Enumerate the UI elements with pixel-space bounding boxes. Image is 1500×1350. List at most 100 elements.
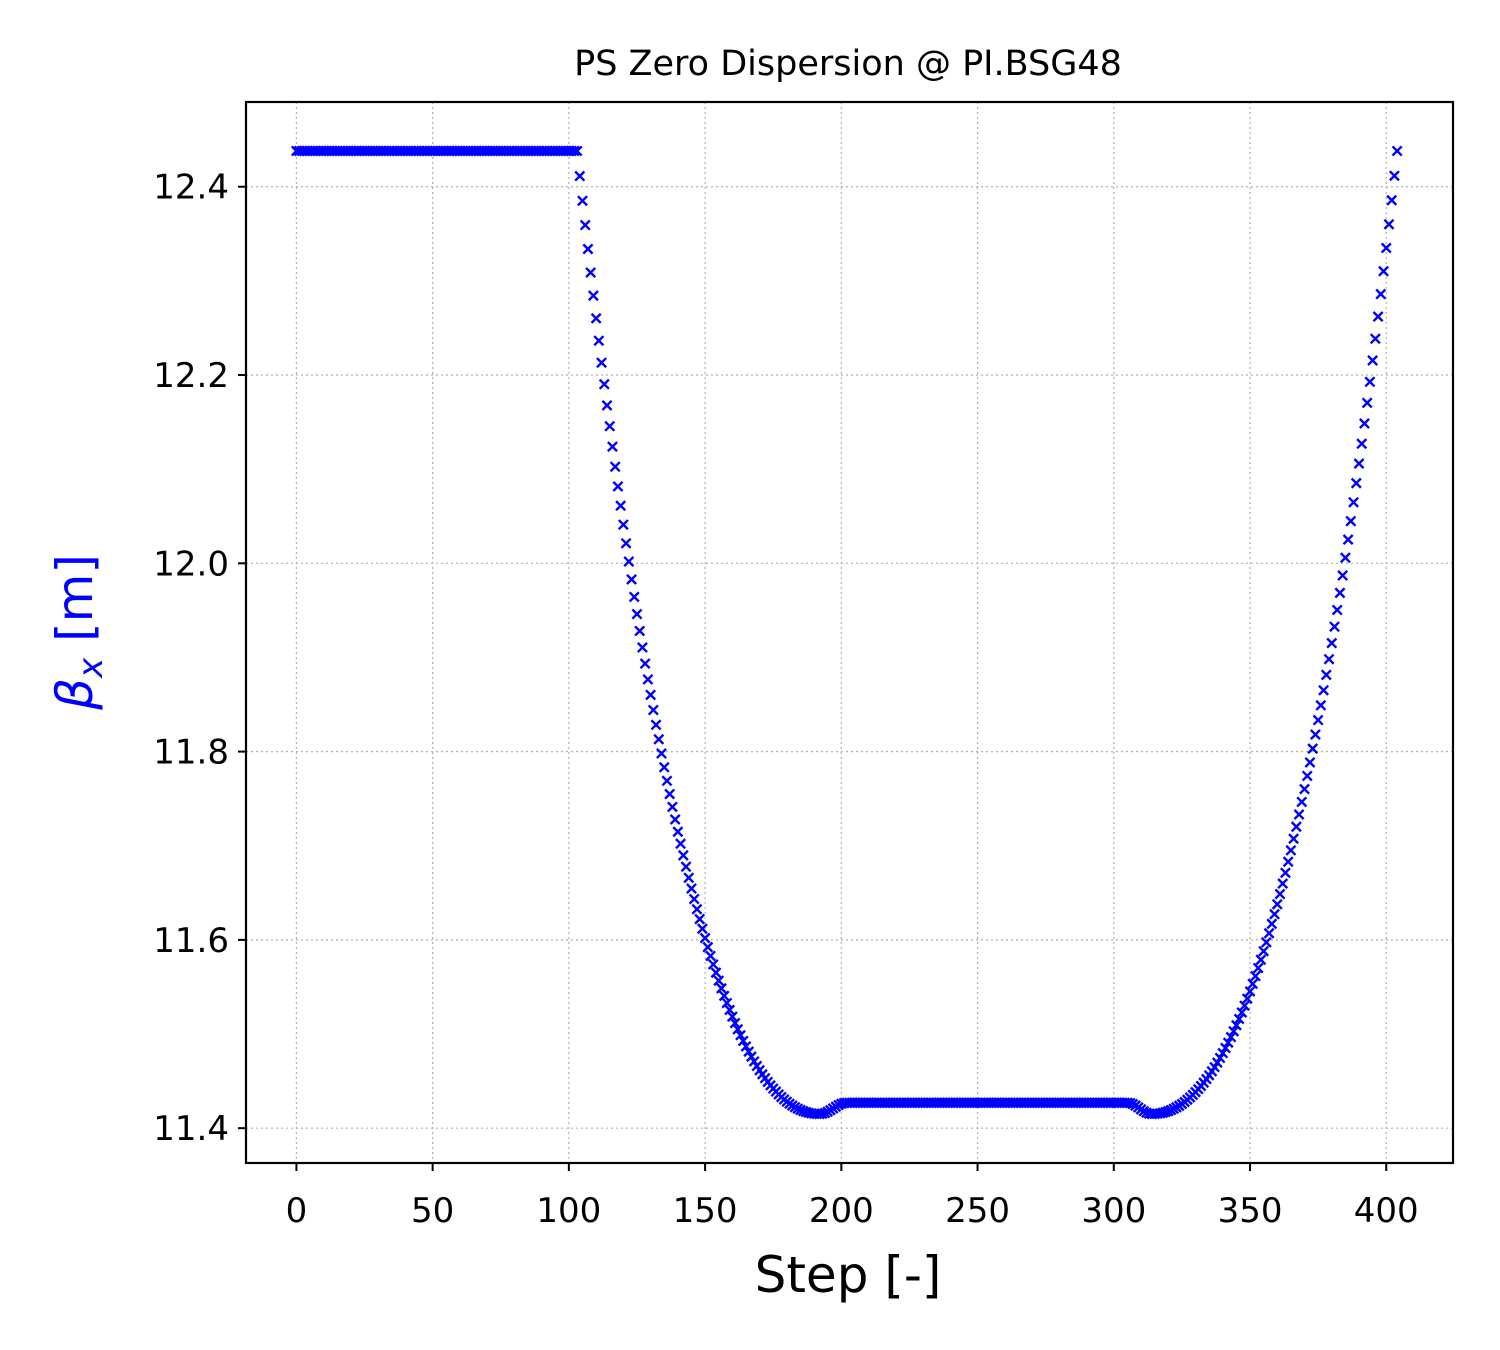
data-point [1339, 552, 1351, 564]
data-point [705, 950, 716, 962]
x-tick-label: 0 [286, 1191, 308, 1231]
data-point [612, 480, 624, 492]
data-point [1367, 355, 1379, 366]
data-point [1301, 770, 1313, 782]
data-point [1230, 1019, 1242, 1031]
data-point [577, 195, 588, 207]
plot-area-frame [244, 100, 1455, 1165]
x-tick-label: 350 [1218, 1191, 1283, 1231]
data-point [677, 849, 689, 861]
data-point [710, 967, 722, 979]
data-point [656, 748, 667, 759]
data-point [631, 608, 643, 620]
data-point [1304, 756, 1316, 768]
data-point [1361, 397, 1373, 409]
data-point [726, 1011, 738, 1023]
data-point [1337, 570, 1349, 581]
x-axis: 0 50 100 150 200 250 300 350 400 [286, 1163, 1419, 1231]
data-point [1323, 653, 1335, 665]
data-point [587, 290, 599, 302]
data-point [672, 826, 684, 838]
data-point [661, 775, 673, 787]
data-point [1388, 170, 1400, 182]
data-point [1315, 699, 1327, 711]
data-point [1239, 1000, 1251, 1012]
data-point [634, 625, 646, 637]
data-point [604, 420, 616, 432]
data-point [1124, 1097, 1136, 1109]
data-point [688, 893, 700, 905]
data-point [1236, 1006, 1248, 1018]
data-point [647, 704, 659, 716]
data-point [1356, 438, 1368, 450]
data-point [715, 982, 727, 994]
data-point [593, 335, 605, 347]
y-axis-label-symbol: β [46, 678, 104, 711]
data-point [636, 641, 648, 653]
data-point [620, 537, 632, 549]
x-tick-label: 200 [809, 1191, 874, 1231]
data-point [1359, 418, 1370, 429]
y-axis-label-unit: [m] [46, 554, 104, 658]
data-point [696, 923, 708, 935]
y-tick-label: 12.0 [153, 544, 229, 584]
y-tick-label: 12.4 [153, 168, 229, 208]
data-point [650, 719, 662, 731]
y-tick-label: 11.6 [153, 921, 229, 961]
data-point [718, 990, 730, 1002]
data-point [737, 1035, 749, 1047]
data-point [1307, 743, 1319, 755]
data-point [623, 556, 635, 567]
data-point [1342, 534, 1354, 546]
data-point [1274, 888, 1286, 900]
data-point [721, 997, 733, 1009]
data-point [1353, 458, 1365, 470]
data-point [707, 958, 719, 970]
data-point [1222, 1037, 1234, 1049]
data-point [683, 872, 695, 884]
data-point [1326, 637, 1338, 649]
data-point [1285, 844, 1297, 856]
data-point [1383, 218, 1395, 230]
data-point [680, 861, 692, 873]
x-tick-label: 400 [1354, 1191, 1419, 1231]
data-point [664, 788, 676, 800]
data-point [1331, 604, 1343, 616]
x-tick-label: 250 [945, 1191, 1010, 1231]
data-point [607, 441, 618, 453]
data-point [579, 219, 591, 231]
data-point [699, 932, 711, 944]
x-tick-label: 50 [411, 1191, 454, 1231]
data-point [628, 591, 640, 603]
data-point [1228, 1025, 1240, 1037]
data-point [1290, 821, 1302, 833]
data-point [669, 814, 681, 825]
data-point [1293, 809, 1305, 820]
data-point [1345, 515, 1357, 527]
data-point [1288, 833, 1300, 845]
data-point [582, 243, 594, 255]
data-point [1350, 477, 1362, 489]
data-point [574, 170, 586, 182]
data-point [740, 1040, 752, 1052]
data-point [1260, 936, 1272, 948]
x-tick-label: 300 [1081, 1191, 1146, 1231]
y-axis-label: βx [m] [46, 554, 111, 711]
data-point [626, 573, 637, 585]
data-point [601, 399, 613, 411]
data-point [686, 883, 697, 895]
data-point [1250, 970, 1261, 982]
data-point [645, 689, 657, 701]
data-point [1252, 962, 1264, 974]
data-point [658, 761, 670, 773]
x-axis-label: Step [-] [755, 1246, 942, 1304]
data-point [724, 1004, 736, 1016]
data-point [1391, 145, 1403, 157]
x-tick-label: 150 [673, 1191, 738, 1231]
data-point [1386, 194, 1398, 206]
y-tick-label: 11.4 [153, 1109, 229, 1149]
data-point [1312, 714, 1324, 726]
y-tick-label: 11.8 [153, 733, 229, 773]
data-point [1271, 898, 1283, 910]
